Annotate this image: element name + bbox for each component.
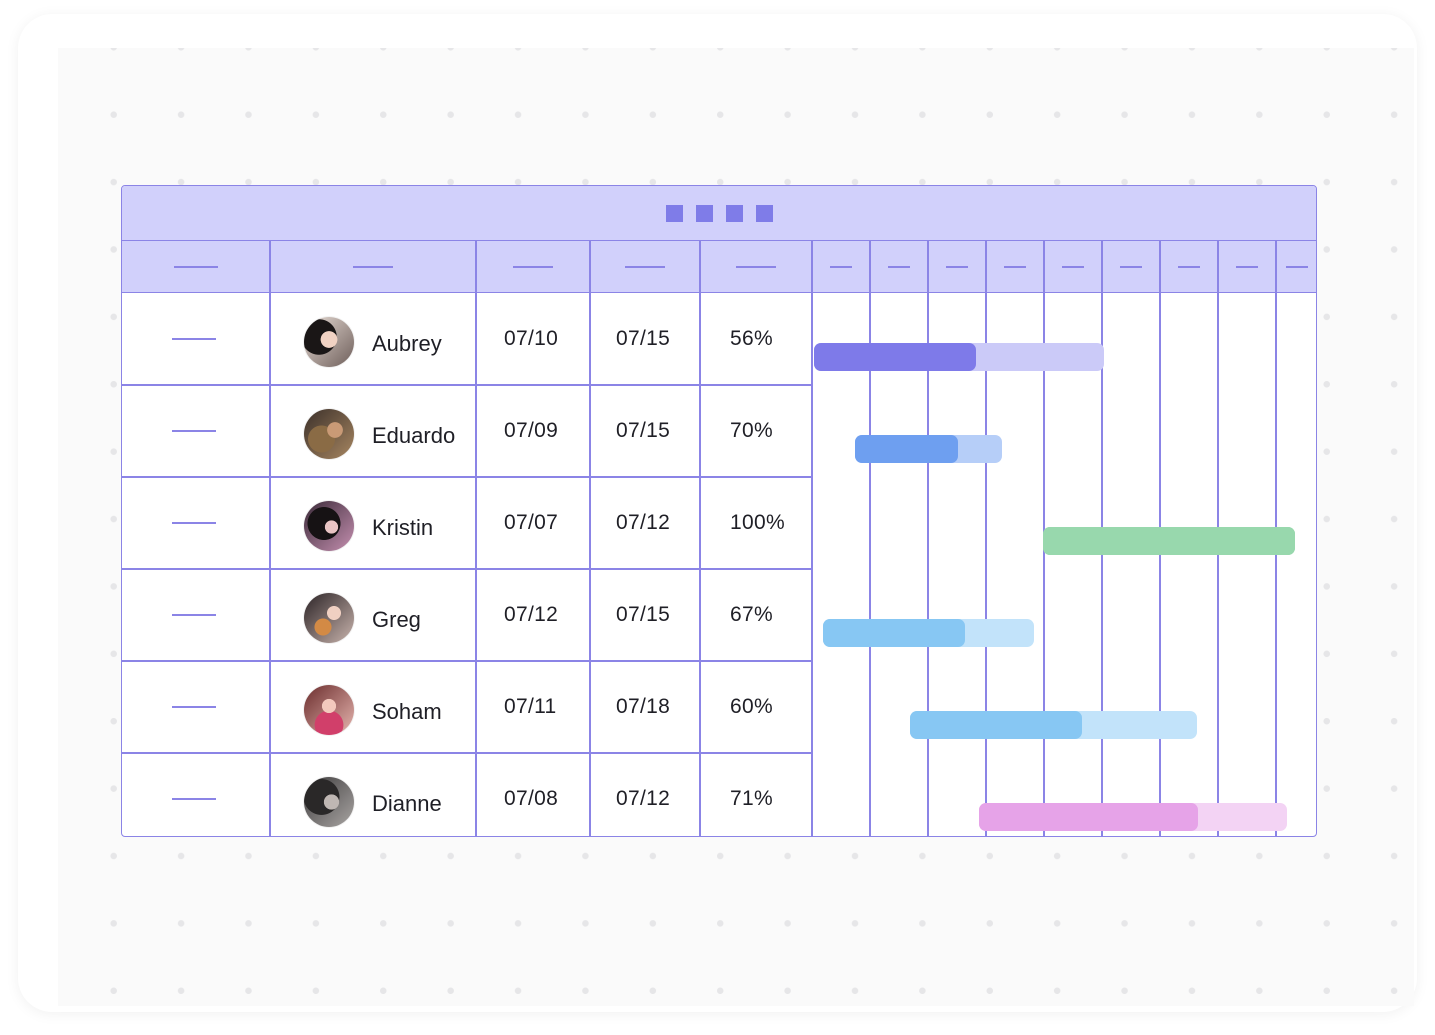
title-bar [122,186,1316,241]
task-bar[interactable] [909,711,1197,739]
timeline-header-placeholder [1120,266,1142,268]
progress-percent: 60% [730,695,773,718]
end-date: 07/12 [616,511,671,534]
timeline-header-placeholder [1062,266,1084,268]
progress-percent: 67% [730,603,773,626]
row-placeholder [172,614,216,616]
column-divider [699,241,701,836]
row-divider [122,384,812,386]
title-dot-icon [755,204,773,222]
end-date: 07/12 [616,787,671,810]
timeline-header-placeholder [946,266,968,268]
header-placeholder [736,266,776,268]
avatar [304,777,354,827]
row-divider [122,660,812,662]
avatar [304,317,354,367]
row-placeholder [172,430,216,432]
task-bar-progress [1043,527,1296,555]
assignee-name: Soham [372,699,442,724]
timeline-header-placeholder [1236,266,1258,268]
column-divider [811,241,813,836]
start-date: 07/10 [504,327,559,350]
start-date: 07/11 [504,695,557,718]
task-bar[interactable] [854,435,1003,463]
timeline-divider [985,241,987,836]
assignee-name: Dianne [372,791,442,816]
row-placeholder [172,706,216,708]
assignee-name: Greg [372,607,421,632]
timeline-header-placeholder [1004,266,1026,268]
column-divider [589,241,591,836]
row-placeholder [172,338,216,340]
task-bar-progress [979,803,1198,831]
row-divider [122,476,812,478]
task-bar-progress [854,435,959,463]
task-bar[interactable] [979,803,1287,831]
header-placeholder [513,266,553,268]
end-date: 07/18 [616,695,671,718]
header-placeholder [174,266,218,268]
row-placeholder [172,522,216,524]
start-date: 07/09 [504,419,559,442]
timeline-header-placeholder [1286,266,1308,268]
progress-percent: 100% [730,511,785,534]
task-bar-progress [909,711,1082,739]
progress-percent: 56% [730,327,773,350]
end-date: 07/15 [616,603,671,626]
timeline-header-placeholder [1178,266,1200,268]
table-header [122,241,1316,293]
gantt-panel: Aubrey 07/10 07/15 56% Eduardo 07/09 07/15 70% K… [121,185,1317,837]
timeline-header-placeholder [830,266,852,268]
header-placeholder [625,266,665,268]
avatar [304,501,354,551]
start-date: 07/08 [504,787,559,810]
end-date: 07/15 [616,327,671,350]
timeline-divider [927,241,929,836]
header-placeholder [353,266,393,268]
timeline-header-placeholder [888,266,910,268]
assignee-name: Kristin [372,515,434,540]
assignee-name: Aubrey [372,331,442,356]
assignee-name: Eduardo [372,423,456,448]
row-divider [122,568,812,570]
column-divider [269,241,271,836]
avatar [304,409,354,459]
task-bar[interactable] [1043,527,1296,555]
progress-percent: 71% [730,787,773,810]
row-placeholder [172,798,216,800]
avatar [304,685,354,735]
row-divider [122,752,812,754]
timeline-divider [869,241,871,836]
column-divider [475,241,477,836]
title-dot-icon [725,204,743,222]
task-bar-progress [822,619,965,647]
avatar [304,593,354,643]
task-bar[interactable] [822,619,1035,647]
start-date: 07/12 [504,603,559,626]
progress-percent: 70% [730,419,773,442]
title-dot-icon [665,204,683,222]
task-bar-progress [814,343,977,371]
end-date: 07/15 [616,419,671,442]
task-bar[interactable] [814,343,1104,371]
start-date: 07/07 [504,511,559,534]
title-dot-icon [695,204,713,222]
